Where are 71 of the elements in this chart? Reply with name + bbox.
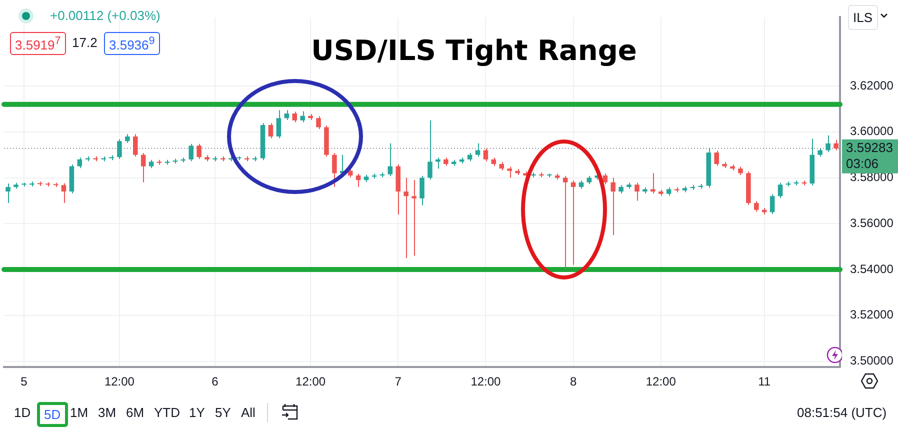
- candlestick: [268, 122, 274, 139]
- text: USD/ILS Tight Range: [310, 34, 638, 67]
- y-tick-label: 3.58000: [850, 170, 894, 184]
- candlestick: [754, 200, 759, 212]
- candlestick: [778, 182, 783, 198]
- candlestick: [276, 110, 282, 139]
- text: ILS: [848, 5, 878, 30]
- candlestick: [316, 116, 321, 130]
- candlestick: [300, 110, 305, 123]
- y-tick-label: 3.50000: [850, 354, 894, 368]
- x-tick-label: 5: [20, 374, 28, 389]
- candlestick: [634, 182, 640, 202]
- text: 08:51:54 (UTC): [797, 405, 887, 420]
- candlestick: [332, 152, 337, 188]
- candlestick: [714, 150, 719, 166]
- candlestick: [117, 138, 122, 160]
- candlestick: [133, 134, 138, 158]
- candlestick: [356, 173, 361, 188]
- candlestick: [6, 183, 10, 204]
- text: 5D: [37, 402, 68, 427]
- x-tick-label: 12:00: [296, 374, 326, 389]
- annotation: 17.2: [72, 35, 98, 50]
- y-tick-label: 3.54000: [850, 262, 894, 276]
- candlestick: [650, 172, 656, 194]
- y-tick-label: 3.56000: [850, 216, 894, 230]
- x-tick-label: 8: [570, 374, 577, 389]
- candlestick: [570, 180, 576, 266]
- candlestick: [770, 194, 775, 215]
- candlestick: [475, 142, 480, 158]
- y-tick-label: 3.60000: [850, 124, 894, 138]
- text: 03:06: [846, 156, 879, 171]
- candlestick: [428, 120, 432, 180]
- x-tick-label: 12:00: [104, 374, 135, 389]
- annotation: +0.00112 (+0.03%): [50, 8, 160, 23]
- text: 5Y: [215, 405, 231, 420]
- y-tick-label: 3.52000: [850, 308, 894, 322]
- x-tick-label: 12:00: [470, 374, 502, 389]
- text: 6M: [126, 405, 144, 420]
- candlestick: [196, 143, 202, 160]
- text: All: [241, 405, 256, 420]
- x-tick-label: 11: [758, 374, 771, 389]
- text: 1Y: [189, 405, 205, 420]
- text: 3M: [98, 405, 116, 420]
- text: YTD: [154, 405, 180, 420]
- x-tick-label: 6: [212, 374, 219, 389]
- ref-line-label: 3.59283: [846, 140, 893, 155]
- candlestick: [188, 143, 194, 162]
- candlestick: [483, 148, 488, 162]
- candlestick: [61, 182, 66, 204]
- candlestick: [77, 157, 82, 169]
- candlestick: [826, 134, 830, 153]
- candlestick: [602, 173, 608, 185]
- candlestick: [420, 175, 424, 206]
- annotation: 3.5936$^{9}$: [104, 32, 160, 56]
- candlestick: [284, 110, 290, 120]
- candlestick: [610, 177, 616, 236]
- candlestick: [436, 157, 440, 170]
- candlestick: [412, 180, 416, 256]
- candlestick: [404, 177, 408, 259]
- text: 1D: [14, 405, 31, 420]
- candlestick: [834, 139, 838, 151]
- x-tick-label: 12:00: [646, 374, 676, 389]
- candlestick: [140, 152, 146, 183]
- candlestick: [562, 175, 568, 270]
- candlestick: [507, 166, 512, 178]
- annotation: 3.5919$^{7}$: [10, 32, 66, 56]
- candlestick: [388, 142, 393, 177]
- y-tick-label: 3.62000: [850, 78, 894, 92]
- x-tick-label: 7: [394, 374, 402, 389]
- text: 1M: [70, 405, 88, 420]
- candlestick: [292, 111, 298, 123]
